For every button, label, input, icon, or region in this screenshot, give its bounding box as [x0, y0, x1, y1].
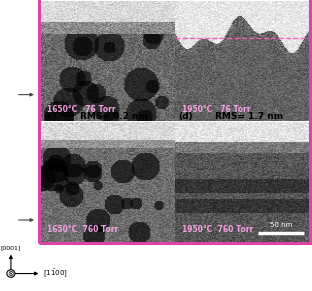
Text: (c): (c) [43, 112, 57, 121]
Text: 50 nm: 50 nm [270, 222, 292, 228]
Text: $\otimes$: $\otimes$ [7, 269, 15, 278]
Text: $[1\bar{1}00]$: $[1\bar{1}00]$ [42, 268, 67, 279]
Text: [0001]: [0001] [1, 245, 21, 250]
Text: 1950°C   76 Torr: 1950°C 76 Torr [182, 105, 251, 114]
Text: (d): (d) [178, 112, 193, 121]
Text: RMS= 1.7 nm: RMS= 1.7 nm [215, 112, 283, 121]
Text: 1950°C  760 Torr: 1950°C 760 Torr [182, 225, 253, 234]
Text: 1650°C   76 Torr: 1650°C 76 Torr [47, 105, 116, 114]
Text: 1650°C  760 Torr: 1650°C 760 Torr [47, 225, 119, 234]
Text: RMS= 0.2 nm: RMS= 0.2 nm [80, 112, 148, 121]
